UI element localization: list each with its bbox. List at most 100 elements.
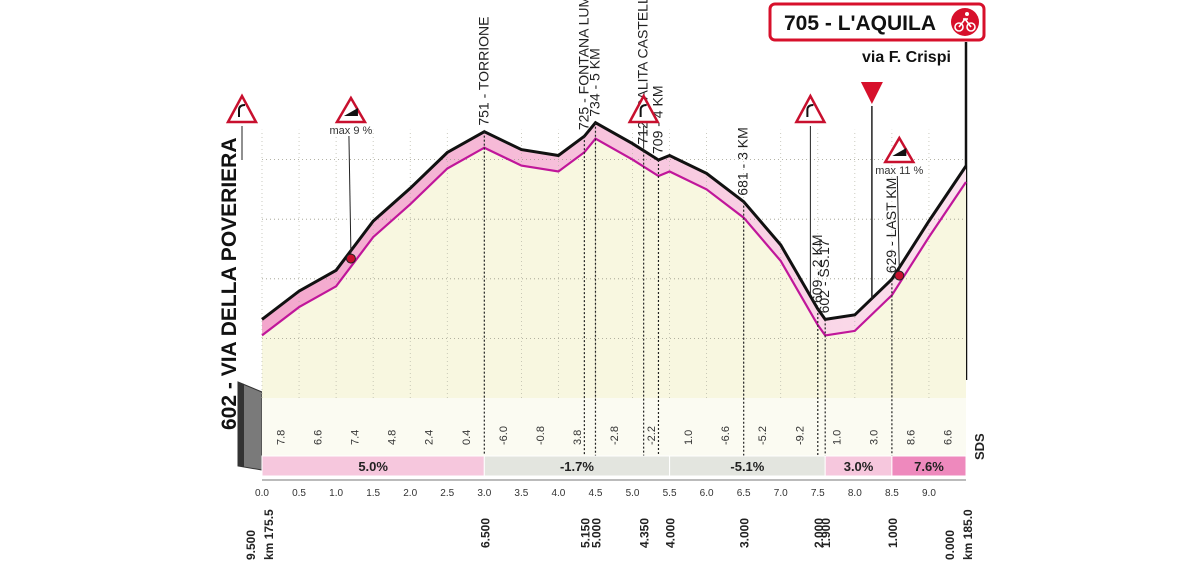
waypoint-label: 751 - TORRIONE <box>475 16 491 125</box>
waypoint-layer: 751 - TORRIONE 725 - FONTANA LUMINOSA734 … <box>225 0 924 470</box>
x-tick-label: 1.0 <box>329 488 343 499</box>
profile-top-line <box>261 120 968 322</box>
x-tick-label: 3.5 <box>514 488 528 499</box>
gradient-values-zone <box>262 398 966 456</box>
x-tick-label: 4.5 <box>589 488 603 499</box>
segment-bar <box>891 455 967 477</box>
start-km-left: 9.500 <box>244 530 258 560</box>
finish-subtitle: via F. Crispi <box>862 49 951 66</box>
sign-arrow <box>238 104 246 117</box>
profile-ribbon <box>262 122 966 336</box>
km-to-go-label: 6.500 <box>478 518 492 548</box>
x-tick-label: 7.0 <box>774 488 788 499</box>
km-to-go-label: 4.350 <box>638 518 652 548</box>
climb-pointer <box>896 175 900 271</box>
x-tick-label: 6.0 <box>700 488 714 499</box>
gradient-value: 3.0 <box>868 430 880 445</box>
waypoint-label: 681 - 3 KM <box>735 127 751 195</box>
sign-triangle <box>225 93 259 124</box>
gradient-band: 7.8 6.6 7.4 4.8 2.4 0.4 -6.0 -0.8 3.8 -2.8 -2.2 1.0… <box>261 426 967 477</box>
sds-label: SDS <box>972 433 987 460</box>
gradient-value: 7.8 <box>276 430 288 445</box>
gradient-value: 3.8 <box>572 430 584 445</box>
climb-warning-icon <box>334 95 368 124</box>
start-km-total: km 175.5 <box>262 509 276 560</box>
gradient-value: 1.0 <box>831 430 843 445</box>
gradient-value: 7.4 <box>350 430 362 445</box>
x-tick-label: 0.0 <box>255 488 269 499</box>
end-km-left: 0.000 <box>943 530 957 560</box>
gradient-value: 6.6 <box>313 430 325 445</box>
climb-warning-icon <box>883 135 916 164</box>
end-km-total: km 185.0 <box>961 509 975 560</box>
curve-right-icon <box>225 93 259 124</box>
climb-label: max 11 % <box>875 165 923 177</box>
waypoint-label: 725 - FONTANA LUMINOSA <box>575 0 591 130</box>
x-tick-label: 4.0 <box>551 488 565 499</box>
start-label: 602 - VIA DELLA POVERIERA <box>218 137 241 430</box>
x-tick-label: 0.5 <box>292 488 306 499</box>
profile-area-layer <box>262 122 966 456</box>
gradient-value: -5.2 <box>757 426 769 445</box>
x-tick-label: 5.5 <box>663 488 677 499</box>
gradient-value: 8.6 <box>905 430 917 445</box>
gradient-value: -2.2 <box>646 426 658 445</box>
km-to-go-label: 1.900 <box>819 518 833 548</box>
x-tick-label: 2.0 <box>403 488 417 499</box>
x-tick-label: 5.0 <box>626 488 640 499</box>
grid-layer <box>261 129 966 398</box>
sign-triangle <box>794 93 827 124</box>
waypoint-label: 734 - 5 KM <box>586 48 602 116</box>
sign-arrow <box>806 104 814 117</box>
gradient-value: -2.8 <box>609 426 621 445</box>
segment-label: 3.0% <box>844 459 874 474</box>
finish-box <box>768 2 986 42</box>
km-to-go-label: 3.000 <box>738 518 752 548</box>
waypoint-label: 609 - 2 KM <box>809 235 825 303</box>
gradient-value: 4.8 <box>387 430 399 445</box>
sign-arrow <box>639 104 647 117</box>
gradient-value: 2.4 <box>424 430 436 445</box>
gradient-value: -6.6 <box>720 426 732 445</box>
km-to-go-label: 2.000 <box>812 518 826 548</box>
warning-triangle <box>883 135 916 164</box>
climb-label: max 9 % <box>330 125 373 137</box>
climb-marker <box>894 270 905 281</box>
gradient-value: 6.6 <box>942 430 954 445</box>
segment-label: -5.1% <box>730 459 764 474</box>
curve-left-icon <box>794 93 827 124</box>
curve-left-icon <box>627 93 660 124</box>
x-axis: 0.0 0.5 1.0 1.5 2.0 2.5 3.0 3.5 4.0 4.5 5.0 5.5 6.0 6… <box>255 479 966 548</box>
last-km-flag-icon <box>860 82 883 104</box>
x-tick-label: 2.5 <box>440 488 454 499</box>
waypoint-label: 602 - SS.17 <box>816 239 832 313</box>
x-tick-label: 3.0 <box>477 488 491 499</box>
x-tick-label: 7.5 <box>811 488 825 499</box>
climb-pointer <box>348 135 352 254</box>
climb-marker <box>345 253 356 264</box>
segment-label: 5.0% <box>358 459 388 474</box>
x-tick-label: 1.5 <box>366 488 380 499</box>
gradient-value: 0.4 <box>461 430 473 445</box>
x-tick-label: 9.0 <box>922 488 936 499</box>
x-tick-label: 8.0 <box>848 488 862 499</box>
sign-triangle <box>627 93 660 124</box>
terrain-fill <box>262 138 966 398</box>
slope-glyph <box>892 148 907 156</box>
segment-label: 7.6% <box>914 459 944 474</box>
km-to-go-label: 5.000 <box>589 518 603 548</box>
profile-line-layer <box>261 120 968 337</box>
warning-triangle <box>334 95 368 124</box>
km-to-go-label: 1.000 <box>886 518 900 548</box>
slope-glyph <box>343 108 358 116</box>
gradient-value: -0.8 <box>535 426 547 445</box>
finish-title: 705 - L'AQUILA <box>784 12 936 35</box>
gradient-value: -6.0 <box>498 426 510 445</box>
km-to-go-label: 4.000 <box>664 518 678 548</box>
x-tick-label: 8.5 <box>885 488 899 499</box>
gradient-value: -9.2 <box>794 426 806 445</box>
x-tick-label: 6.5 <box>737 488 751 499</box>
profile-bottom-line <box>261 137 967 337</box>
segment-label: -1.7% <box>560 459 594 474</box>
